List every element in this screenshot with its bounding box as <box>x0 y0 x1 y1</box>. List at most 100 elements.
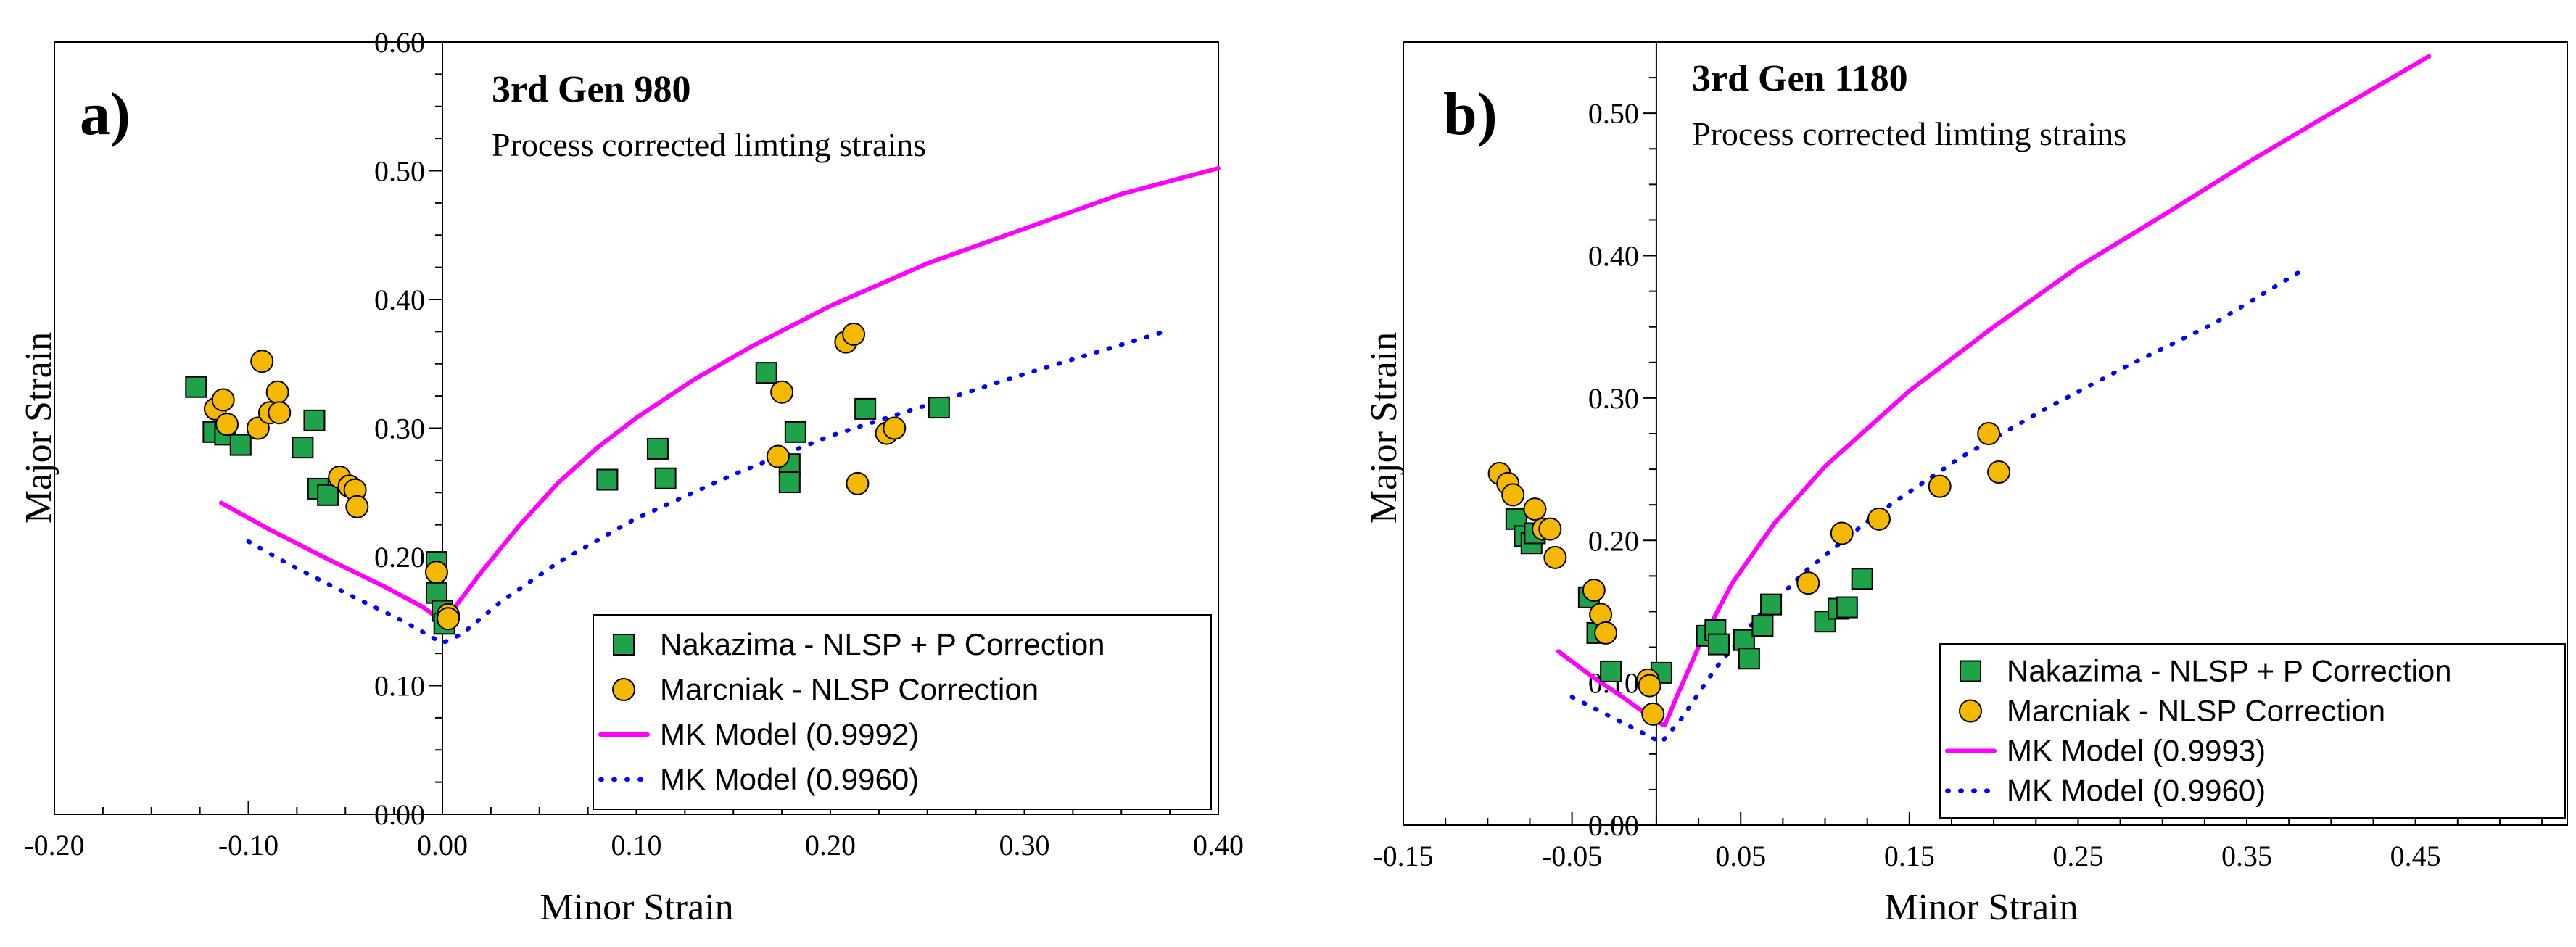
marcniak-point <box>424 561 448 584</box>
legend-square-icon <box>613 634 635 656</box>
marcniak-point <box>1638 674 1661 698</box>
legend-entry: Nakazima - NLSP + P Correction <box>660 627 1105 661</box>
mk-model-dotted-line <box>246 331 1163 645</box>
y-tick-label: 0.30 <box>1588 382 1639 415</box>
x-tick-label: 0.35 <box>2221 840 2272 872</box>
x-tick-label: 0.00 <box>417 829 468 861</box>
marcniak-point <box>1830 521 1854 545</box>
panel-label: a) <box>80 80 131 148</box>
marcniak-point <box>1796 571 1820 595</box>
x-tick-label: 0.10 <box>611 829 662 861</box>
mk-model-solid-line <box>1556 54 2432 728</box>
legend-entry: Marcniak - NLSP Correction <box>2007 694 2385 728</box>
y-tick-label: 0.40 <box>374 284 425 316</box>
y-tick-label: 0.00 <box>1588 809 1639 842</box>
marcniak-point <box>766 444 790 468</box>
nakazima-point <box>755 362 777 384</box>
marcniak-point <box>246 416 270 440</box>
plot-frame <box>1403 41 2568 826</box>
y-tick-label: 0.60 <box>374 26 425 59</box>
nakazima-point <box>425 582 447 604</box>
marcniak-point <box>1928 474 1952 498</box>
marcniak-point <box>1538 517 1562 541</box>
chart-panel-a: -0.20 -0.10 0.00 0.10 0.20 0.30 0.40 0.00 0.10 0.… <box>18 26 1244 928</box>
x-tick-label: -0.15 <box>1373 840 1433 872</box>
mk-model-dotted-line <box>1569 265 2310 745</box>
marcniak-point <box>1641 702 1665 726</box>
chart-title: 3rd Gen 1180 <box>1692 58 1908 99</box>
marcniak-point <box>1977 422 2001 445</box>
y-tick-label: 0.20 <box>1588 524 1639 557</box>
marcniak-point <box>345 495 369 518</box>
y-tick-label: 0.30 <box>374 413 425 445</box>
chart-panel-b: -0.15 -0.05 0.05 0.15 0.25 0.35 0.450.000.100.… <box>1363 41 2568 928</box>
marcniak-point <box>265 380 289 404</box>
nakazima-point <box>292 437 314 459</box>
marcniak-point <box>211 388 235 412</box>
marcniak-point <box>1582 579 1606 602</box>
legend-entry: Nakazima - NLSP + P Correction <box>2007 654 2452 688</box>
marcniak-point <box>1523 497 1547 521</box>
nakazima-point <box>303 409 326 431</box>
legend-circle-icon <box>1959 699 1982 723</box>
y-tick-label: 0.10 <box>374 670 425 703</box>
marcniak-point <box>842 322 866 346</box>
nakazima-point <box>646 437 669 460</box>
nakazima-point <box>1836 596 1858 619</box>
x-tick-label: 0.25 <box>2052 840 2103 872</box>
mk-model-solid-line <box>219 166 1221 624</box>
marcniak-point <box>215 413 239 437</box>
x-tick-label: 0.20 <box>805 829 856 861</box>
panel-label: b) <box>1443 80 1498 148</box>
y-tick-label: 0.40 <box>1588 240 1639 273</box>
marcniak-point <box>770 380 794 404</box>
marcniak-point <box>268 401 292 425</box>
nakazima-point <box>1851 568 1873 590</box>
chart-subtitle: Process corrected limting strains <box>492 126 926 163</box>
nakazima-point <box>784 421 806 443</box>
marcniak-point <box>846 471 870 495</box>
nakazima-point <box>185 376 207 398</box>
marcniak-point <box>1501 483 1525 507</box>
marcniak-point <box>1987 460 2011 484</box>
x-tick-label: -0.05 <box>1542 840 1602 872</box>
x-axis-label: Minor Strain <box>1884 887 2078 928</box>
marcniak-point <box>883 416 907 440</box>
legend-entry: Marcniak - NLSP Correction <box>660 672 1039 706</box>
y-tick-label: 0.50 <box>374 155 425 188</box>
nakazima-point <box>1738 648 1760 670</box>
nakazima-point <box>596 468 619 491</box>
chart-title: 3rd Gen 980 <box>492 69 690 110</box>
x-tick-label: -0.10 <box>218 829 278 861</box>
marcniak-point <box>437 607 461 631</box>
marcniak-point <box>1594 621 1618 645</box>
legend-square-icon <box>1960 660 1981 682</box>
nakazima-point <box>317 484 339 506</box>
nakazima-point <box>1751 615 1774 637</box>
y-axis-label: Major Strain <box>1363 332 1405 524</box>
x-axis-label: Minor Strain <box>540 887 733 928</box>
legend-box <box>1939 643 2566 819</box>
y-axis-label: Major Strain <box>18 332 59 524</box>
nakazima-point <box>928 397 950 419</box>
legend-box <box>593 614 1212 810</box>
x-tick-label: 0.40 <box>1193 829 1244 861</box>
chart-subtitle: Process corrected limting strains <box>1692 115 2126 152</box>
legend-entry: MK Model (0.9992) <box>660 717 919 751</box>
x-tick-label: 0.45 <box>2390 840 2441 872</box>
nakazima-point <box>229 434 252 456</box>
marcniak-point <box>1867 507 1891 531</box>
legend-entry: MK Model (0.9993) <box>2007 734 2266 768</box>
legend: Nakazima - NLSP + P Correction Marcniak -… <box>1939 643 2566 819</box>
nakazima-point <box>1707 633 1730 656</box>
legend-entry: MK Model (0.9960) <box>660 762 919 796</box>
x-tick-label: 0.05 <box>1715 840 1766 872</box>
nakazima-point <box>1733 629 1755 651</box>
legend-entry: MK Model (0.9960) <box>2007 774 2266 808</box>
y-tick-label: 0.00 <box>374 798 425 831</box>
nakazima-point <box>1760 593 1783 616</box>
x-tick-label: 0.15 <box>1884 840 1935 872</box>
nakazima-point <box>654 467 677 489</box>
